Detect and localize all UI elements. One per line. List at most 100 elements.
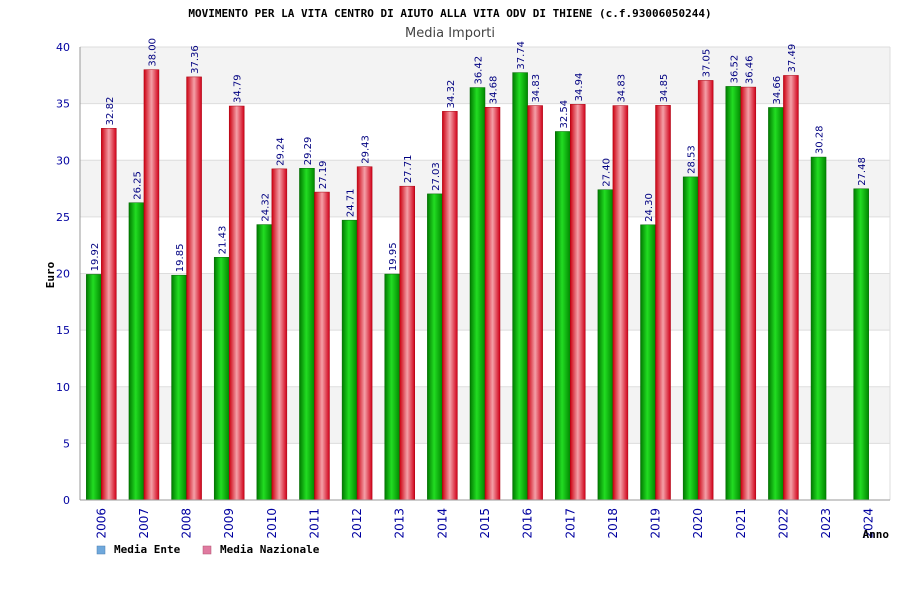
data-label: 32.82 bbox=[105, 97, 116, 126]
x-tick-label: 2017 bbox=[563, 508, 577, 539]
data-label: 27.71 bbox=[403, 155, 414, 184]
data-label: 34.66 bbox=[772, 76, 783, 105]
x-tick-label: 2020 bbox=[691, 508, 705, 539]
data-label: 34.68 bbox=[489, 76, 500, 105]
bar-media-nazionale-2015 bbox=[484, 106, 501, 501]
data-label: 37.49 bbox=[787, 44, 798, 73]
x-tick-label: 2024 bbox=[862, 508, 876, 539]
bar-media-ente-2008 bbox=[171, 274, 187, 501]
bar-media-ente-2021 bbox=[725, 86, 742, 501]
bar-media-nazionale-2014 bbox=[442, 111, 458, 501]
bar-media-nazionale-2016 bbox=[527, 105, 543, 501]
data-label: 37.36 bbox=[190, 45, 201, 74]
data-label: 30.28 bbox=[815, 125, 826, 154]
x-tick-label: 2018 bbox=[606, 508, 620, 539]
x-axis-label: Anno bbox=[863, 528, 890, 541]
data-label: 34.79 bbox=[233, 74, 244, 103]
legend-swatch-media-nazionale bbox=[202, 545, 212, 555]
bar-media-ente-2019 bbox=[640, 224, 656, 501]
x-tick-label: 2023 bbox=[819, 508, 833, 539]
data-label: 19.85 bbox=[175, 244, 186, 273]
bar-media-nazionale-2020 bbox=[697, 80, 714, 501]
x-tick-label: 2016 bbox=[521, 508, 535, 539]
bar-media-ente-2012 bbox=[341, 219, 358, 501]
data-label: 34.85 bbox=[659, 74, 670, 103]
y-tick-label: 0 bbox=[63, 494, 70, 507]
bar-media-nazionale-2021 bbox=[740, 86, 757, 501]
bar-media-ente-2018 bbox=[597, 189, 614, 501]
bar-media-ente-2009 bbox=[213, 257, 230, 501]
data-label: 34.94 bbox=[574, 73, 585, 102]
y-tick-label: 30 bbox=[56, 154, 70, 167]
bar-media-ente-2006 bbox=[86, 274, 102, 501]
data-label: 34.32 bbox=[446, 80, 457, 109]
bar-media-ente-2014 bbox=[427, 193, 443, 501]
x-tick-label: 2021 bbox=[734, 508, 748, 539]
data-label: 27.40 bbox=[601, 158, 612, 187]
bar-media-nazionale-2012 bbox=[356, 166, 373, 501]
y-tick-label: 5 bbox=[63, 437, 70, 450]
bar-media-nazionale-2008 bbox=[186, 76, 202, 501]
data-label: 24.71 bbox=[346, 189, 357, 218]
legend-label-media-ente: Media Ente bbox=[114, 543, 181, 556]
bar-media-nazionale-2017 bbox=[570, 104, 586, 501]
data-label: 24.32 bbox=[260, 193, 271, 222]
chart-subtitle: Media Importi bbox=[405, 26, 495, 41]
bar-media-ente-2024 bbox=[853, 188, 869, 501]
legend-swatch-media-ente bbox=[96, 545, 106, 555]
x-tick-label: 2014 bbox=[435, 508, 449, 539]
y-tick-label: 40 bbox=[56, 41, 70, 54]
data-label: 27.19 bbox=[318, 160, 329, 189]
x-tick-label: 2022 bbox=[776, 508, 790, 539]
x-tick-label: 2019 bbox=[649, 508, 663, 539]
bar-media-nazionale-2011 bbox=[314, 191, 330, 501]
x-tick-label: 2008 bbox=[180, 508, 194, 539]
bar-media-ente-2017 bbox=[555, 131, 571, 501]
data-label: 27.03 bbox=[431, 162, 442, 191]
bar-media-nazionale-2010 bbox=[271, 168, 288, 501]
data-label: 36.46 bbox=[744, 55, 755, 84]
data-labels: 19.92 32.82 26.25 38.00 19.85 37.36 21.43 34.79… bbox=[90, 38, 868, 272]
bar-media-nazionale-2018 bbox=[612, 105, 629, 501]
bar-media-nazionale-2022 bbox=[783, 75, 799, 501]
bar-media-ente-2011 bbox=[299, 168, 315, 501]
data-label: 29.43 bbox=[361, 135, 372, 164]
data-label: 28.53 bbox=[687, 145, 698, 174]
y-axis-label: Euro bbox=[44, 261, 57, 288]
data-label: 27.48 bbox=[857, 157, 868, 186]
bar-media-nazionale-2007 bbox=[143, 69, 160, 501]
x-tick-label: 2012 bbox=[350, 508, 364, 539]
bar-media-ente-2023 bbox=[810, 156, 827, 501]
bar-media-ente-2016 bbox=[512, 72, 528, 501]
data-label: 29.24 bbox=[275, 137, 286, 166]
legend: Media Ente Media Nazionale bbox=[96, 543, 320, 556]
x-tick-label: 2007 bbox=[137, 508, 151, 539]
x-axis-ticks: 2006 2007 2008 2009 2010 2011 2012 2013 2014 2015… bbox=[94, 508, 875, 539]
x-tick-label: 2009 bbox=[222, 508, 236, 539]
data-label: 37.05 bbox=[702, 49, 713, 78]
legend-label-media-nazionale: Media Nazionale bbox=[220, 543, 320, 556]
bar-media-ente-2022 bbox=[768, 107, 784, 501]
x-tick-label: 2015 bbox=[478, 508, 492, 539]
data-label: 32.54 bbox=[559, 100, 570, 129]
x-tick-label: 2010 bbox=[265, 508, 279, 539]
x-tick-label: 2013 bbox=[393, 508, 407, 539]
bar-media-ente-2013 bbox=[384, 273, 400, 501]
data-label: 38.00 bbox=[147, 38, 158, 67]
data-label: 34.83 bbox=[616, 74, 627, 103]
x-tick-label: 2006 bbox=[94, 508, 108, 539]
data-label: 26.25 bbox=[132, 171, 143, 200]
data-label: 29.29 bbox=[303, 137, 314, 166]
data-label: 34.83 bbox=[531, 74, 542, 103]
y-tick-label: 20 bbox=[56, 268, 70, 281]
bar-media-ente-2015 bbox=[469, 87, 486, 501]
y-axis-ticks: 0 5 10 15 20 25 30 35 40 bbox=[56, 41, 70, 507]
data-label: 37.74 bbox=[516, 41, 527, 70]
bar-media-nazionale-2009 bbox=[228, 105, 245, 501]
data-label: 19.92 bbox=[90, 243, 101, 272]
bar-media-nazionale-2006 bbox=[101, 128, 117, 501]
y-tick-label: 25 bbox=[56, 211, 70, 224]
data-label: 24.30 bbox=[644, 193, 655, 222]
data-label: 36.52 bbox=[729, 55, 740, 84]
